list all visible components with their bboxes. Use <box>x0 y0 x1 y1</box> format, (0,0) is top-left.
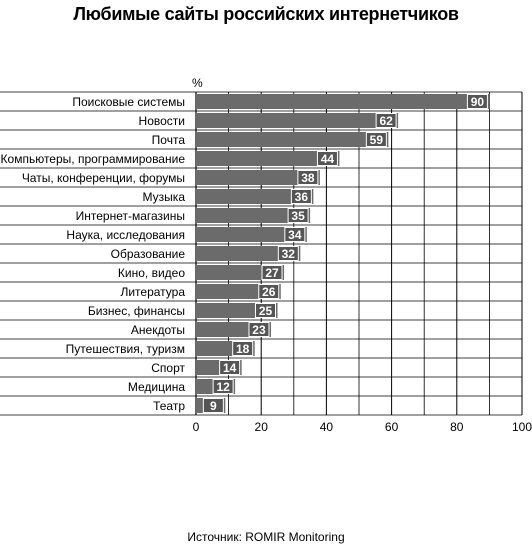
value-label: 18 <box>236 342 250 356</box>
bar <box>196 208 311 223</box>
value-label: 44 <box>321 152 335 166</box>
value-label: 36 <box>295 190 309 204</box>
value-label-box <box>255 303 276 318</box>
x-tick-label: 60 <box>385 420 399 434</box>
value-label: 62 <box>379 114 393 128</box>
value-label-box <box>297 170 319 185</box>
bar <box>196 227 307 242</box>
bar <box>196 132 389 147</box>
bar <box>196 170 320 185</box>
value-label-box <box>212 379 234 394</box>
category-label: Медицина <box>128 380 185 394</box>
category-label: Поисковые системы <box>72 95 185 109</box>
x-tick-label: 20 <box>255 420 269 434</box>
bar <box>196 151 340 166</box>
x-tick-label: 100 <box>512 420 532 434</box>
x-tick-label: 0 <box>193 420 200 434</box>
category-label: Путешествия, туризм <box>66 342 185 356</box>
bar <box>196 246 301 261</box>
category-label: Чаты, конференции, форумы <box>22 171 185 185</box>
value-label: 27 <box>265 266 279 280</box>
value-label: 26 <box>262 285 276 299</box>
category-label: Образование <box>111 247 186 261</box>
category-label: Наука, исследования <box>66 228 185 242</box>
value-label: 35 <box>291 209 305 223</box>
category-label: Интернет-магазины <box>76 209 185 223</box>
category-label: Компьютеры, программирование <box>1 152 186 166</box>
category-label: Почта <box>152 133 186 147</box>
value-label-box <box>232 341 254 356</box>
category-label: Театр <box>153 399 185 413</box>
value-label-box <box>466 94 488 109</box>
value-label-box <box>261 265 283 280</box>
value-label-box <box>290 189 312 204</box>
category-label: Спорт <box>151 361 185 375</box>
category-label: Новости <box>139 114 185 128</box>
category-label: Музыка <box>143 190 186 204</box>
value-label: 38 <box>301 171 315 185</box>
unit-label: % <box>192 76 203 90</box>
x-tick-label: 80 <box>450 420 464 434</box>
value-label: 90 <box>471 95 485 109</box>
value-label: 23 <box>252 323 266 337</box>
value-label-box <box>316 151 338 166</box>
category-label: Литература <box>120 285 185 299</box>
bar <box>196 189 314 204</box>
value-label: 9 <box>210 399 217 413</box>
value-label: 12 <box>216 380 230 394</box>
value-label: 25 <box>259 304 273 318</box>
value-label: 14 <box>223 361 237 375</box>
chart-source: Источник: ROMIR Monitoring <box>187 530 345 544</box>
value-label-box <box>219 360 241 375</box>
value-label: 59 <box>370 133 384 147</box>
value-label-box <box>284 227 306 242</box>
value-label-box <box>202 398 224 413</box>
value-label-box <box>258 284 280 299</box>
category-label: Анекдоты <box>131 323 185 337</box>
value-label-box <box>287 208 309 223</box>
value-label-box <box>277 246 299 261</box>
category-label: Кино, видео <box>118 266 185 280</box>
value-label-box <box>375 113 397 128</box>
value-label-box <box>248 322 270 337</box>
x-tick-label: 40 <box>320 420 334 434</box>
value-label-box <box>365 132 387 147</box>
value-label: 32 <box>282 247 296 261</box>
chart-title: Любимые сайты российских интернетчиков <box>73 4 459 24</box>
category-label: Бизнес, финансы <box>88 304 185 318</box>
bar <box>196 94 490 109</box>
bar <box>196 113 399 128</box>
value-label: 34 <box>288 228 302 242</box>
